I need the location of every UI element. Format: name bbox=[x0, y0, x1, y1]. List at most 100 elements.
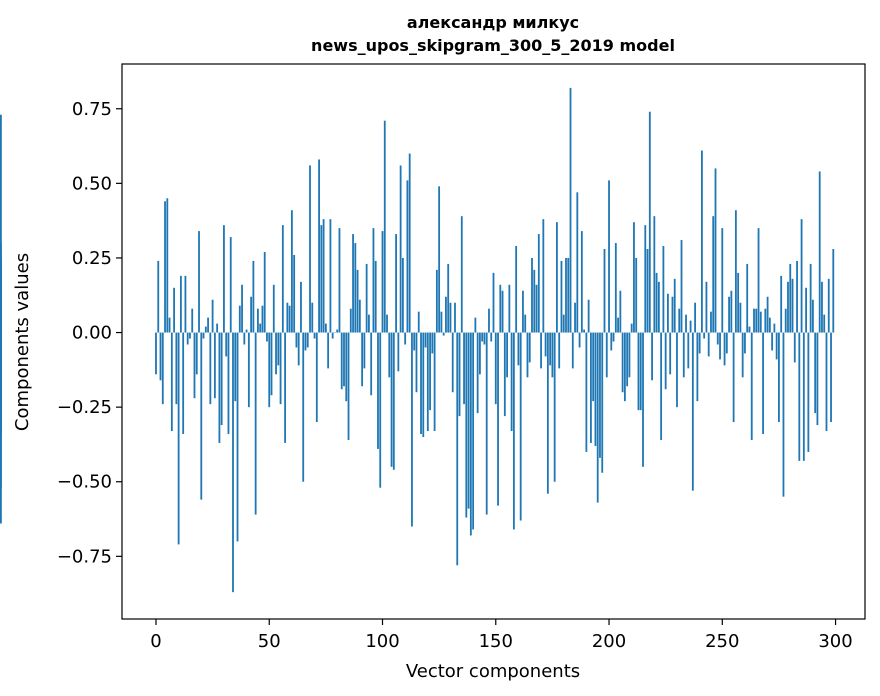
bar bbox=[413, 332, 416, 351]
bar bbox=[0, 332, 2, 399]
bar bbox=[528, 332, 531, 363]
bar bbox=[567, 257, 570, 333]
bar bbox=[669, 332, 672, 375]
bar bbox=[497, 332, 499, 506]
bar bbox=[780, 275, 783, 333]
bar bbox=[739, 302, 742, 333]
bar bbox=[827, 278, 830, 333]
bar bbox=[207, 317, 209, 333]
bar bbox=[533, 269, 536, 333]
bar bbox=[569, 87, 572, 333]
bar bbox=[293, 254, 296, 333]
bar bbox=[703, 332, 706, 339]
bar bbox=[338, 228, 341, 333]
y-tick-label: 0.25 bbox=[72, 248, 112, 269]
bar bbox=[612, 332, 615, 342]
bar bbox=[483, 332, 486, 345]
bar bbox=[522, 290, 524, 333]
bar bbox=[667, 293, 669, 333]
bar bbox=[392, 332, 395, 470]
bar bbox=[644, 225, 647, 333]
bar bbox=[590, 332, 592, 443]
bar bbox=[721, 228, 724, 333]
bar bbox=[442, 332, 445, 336]
x-tick-label: 100 bbox=[365, 631, 399, 652]
bar bbox=[415, 332, 418, 393]
bar bbox=[469, 332, 472, 536]
bar bbox=[773, 323, 776, 333]
bar bbox=[243, 332, 246, 345]
bar bbox=[571, 332, 574, 369]
bar bbox=[245, 329, 248, 333]
bar bbox=[488, 308, 490, 333]
bar bbox=[698, 332, 701, 354]
y-tick-label: −0.25 bbox=[57, 397, 112, 418]
bar bbox=[191, 308, 194, 333]
bar bbox=[646, 249, 649, 333]
bar bbox=[574, 302, 576, 333]
bar bbox=[435, 269, 438, 333]
y-axis-label: Components values bbox=[12, 253, 33, 431]
bar bbox=[506, 332, 508, 378]
bar bbox=[798, 332, 801, 461]
bar bbox=[576, 192, 579, 333]
bar bbox=[537, 234, 540, 333]
bar bbox=[474, 317, 477, 333]
bar bbox=[179, 275, 182, 333]
bar bbox=[544, 332, 547, 357]
bar bbox=[633, 222, 635, 333]
bar bbox=[193, 332, 196, 399]
bar bbox=[610, 332, 613, 351]
bar bbox=[805, 287, 808, 333]
bar bbox=[363, 332, 366, 369]
y-axis: −0.75 −0.50 −0.25 0.00 0.25 0.50 0.75 bbox=[57, 99, 122, 567]
bar bbox=[515, 246, 518, 333]
bar bbox=[531, 257, 533, 333]
bar bbox=[830, 332, 832, 423]
bar bbox=[422, 332, 425, 437]
bar bbox=[596, 332, 599, 503]
bar bbox=[218, 332, 221, 443]
bar bbox=[173, 287, 175, 333]
bar bbox=[458, 332, 461, 417]
bar bbox=[816, 332, 819, 426]
bar bbox=[204, 326, 207, 333]
bar bbox=[793, 332, 796, 363]
bar bbox=[501, 290, 504, 333]
bar bbox=[594, 332, 597, 446]
bar bbox=[512, 332, 515, 530]
bar bbox=[560, 260, 563, 333]
x-axis-label: Vector components bbox=[406, 661, 580, 682]
bar bbox=[791, 278, 794, 333]
bar bbox=[463, 332, 465, 405]
bar bbox=[202, 332, 205, 339]
bar bbox=[642, 332, 644, 467]
bar bbox=[494, 332, 497, 405]
bar bbox=[546, 332, 549, 494]
bar bbox=[313, 332, 316, 339]
y-tick-label: 0.50 bbox=[72, 173, 112, 194]
bar bbox=[284, 332, 286, 443]
bar bbox=[510, 332, 513, 432]
bar bbox=[549, 332, 552, 366]
bar bbox=[247, 332, 250, 408]
bar bbox=[295, 332, 298, 348]
bar bbox=[361, 332, 364, 387]
bar bbox=[213, 332, 216, 399]
bar bbox=[623, 332, 626, 402]
x-tick-label: 250 bbox=[705, 631, 739, 652]
bar bbox=[701, 150, 703, 333]
bars-group bbox=[0, 87, 835, 593]
bar bbox=[753, 308, 755, 333]
bar bbox=[411, 332, 413, 527]
bar bbox=[184, 275, 187, 333]
bar bbox=[297, 332, 300, 366]
bar bbox=[710, 311, 712, 333]
bar bbox=[750, 332, 753, 440]
plot-frame bbox=[121, 63, 866, 620]
bar bbox=[343, 332, 345, 387]
bar bbox=[485, 332, 488, 515]
bar bbox=[259, 323, 262, 333]
y-tick-label: 0.75 bbox=[72, 99, 112, 120]
